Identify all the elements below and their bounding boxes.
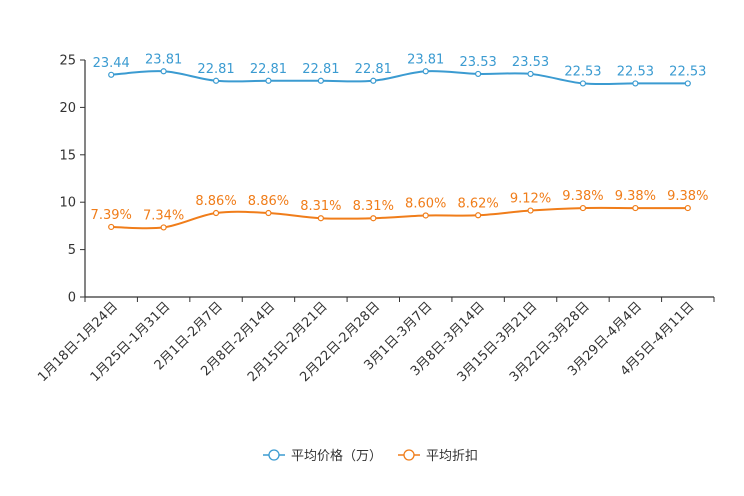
data-point[interactable] [422, 68, 429, 75]
data-point[interactable] [317, 215, 324, 222]
y-tick-label: 15 [59, 148, 76, 163]
data-label: 23.53 [512, 55, 549, 70]
data-label: 9.38% [667, 189, 708, 204]
data-label: 8.31% [353, 199, 394, 214]
y-tick-label: 20 [59, 101, 76, 116]
data-label: 23.44 [93, 56, 130, 71]
legend-label: 平均价格（万） [291, 448, 382, 464]
data-label: 8.62% [457, 196, 498, 211]
series-layer: 23.44 23.81 22.81 22.81 22.81 22.81 23.81 23.53… [91, 52, 708, 231]
data-point[interactable] [108, 223, 115, 231]
data-point[interactable] [108, 71, 115, 78]
data-point[interactable] [160, 224, 167, 231]
data-point[interactable] [370, 77, 377, 84]
data-label: 23.81 [407, 52, 444, 67]
data-point[interactable] [527, 207, 534, 214]
data-point[interactable] [632, 80, 639, 87]
legend-marker-icon [268, 449, 280, 461]
data-label: 7.34% [143, 208, 184, 223]
legend: 平均价格（万） 平均折扣 [263, 448, 478, 464]
data-point[interactable] [317, 77, 324, 84]
legend-item-avg-price[interactable]: 平均价格（万） [263, 448, 382, 464]
series-line [111, 206, 688, 230]
data-point[interactable] [265, 77, 272, 84]
data-label: 8.86% [248, 194, 289, 209]
data-label: 22.53 [617, 64, 654, 79]
series-line [111, 70, 688, 86]
data-label: 22.81 [355, 62, 392, 77]
series-avg-price: 23.44 23.81 22.81 22.81 22.81 22.81 23.81 23.53… [93, 52, 706, 87]
data-point[interactable] [579, 80, 587, 87]
data-label: 22.53 [564, 64, 601, 79]
data-point[interactable] [579, 204, 587, 212]
data-label: 22.81 [302, 62, 339, 77]
data-label: 9.38% [562, 189, 603, 204]
data-label: 22.81 [250, 62, 287, 77]
data-point[interactable] [684, 204, 691, 212]
data-label: 23.53 [460, 55, 497, 70]
data-point[interactable] [212, 77, 220, 84]
data-point[interactable] [370, 215, 377, 222]
data-point[interactable] [527, 70, 534, 78]
data-point[interactable] [160, 68, 167, 75]
y-tick-label: 0 [68, 291, 76, 306]
data-label: 23.81 [145, 52, 182, 67]
data-label: 8.86% [195, 194, 236, 209]
y-tick-label: 10 [59, 196, 76, 211]
series-avg-discount: 7.39% 7.34% 8.86% 8.86% 8.31% 8.31% 8.60% 8.62%… [91, 189, 708, 231]
data-label: 22.53 [669, 64, 706, 79]
y-tick-label: 25 [59, 54, 76, 69]
data-point[interactable] [632, 204, 639, 212]
data-point[interactable] [212, 209, 220, 217]
data-label: 7.39% [91, 208, 132, 223]
data-label: 8.31% [300, 199, 341, 214]
legend-item-avg-discount[interactable]: 平均折扣 [398, 449, 478, 464]
data-point[interactable] [475, 70, 482, 78]
data-point[interactable] [422, 212, 429, 219]
legend-marker-icon [403, 449, 415, 461]
data-label: 8.60% [405, 196, 446, 211]
y-tick-label: 5 [68, 243, 76, 258]
data-point[interactable] [684, 80, 691, 87]
data-label: 9.38% [615, 189, 656, 204]
legend-label: 平均折扣 [426, 449, 478, 464]
data-point[interactable] [265, 209, 272, 217]
data-label: 9.12% [510, 192, 551, 207]
data-point[interactable] [475, 212, 482, 219]
data-label: 22.81 [197, 62, 234, 77]
